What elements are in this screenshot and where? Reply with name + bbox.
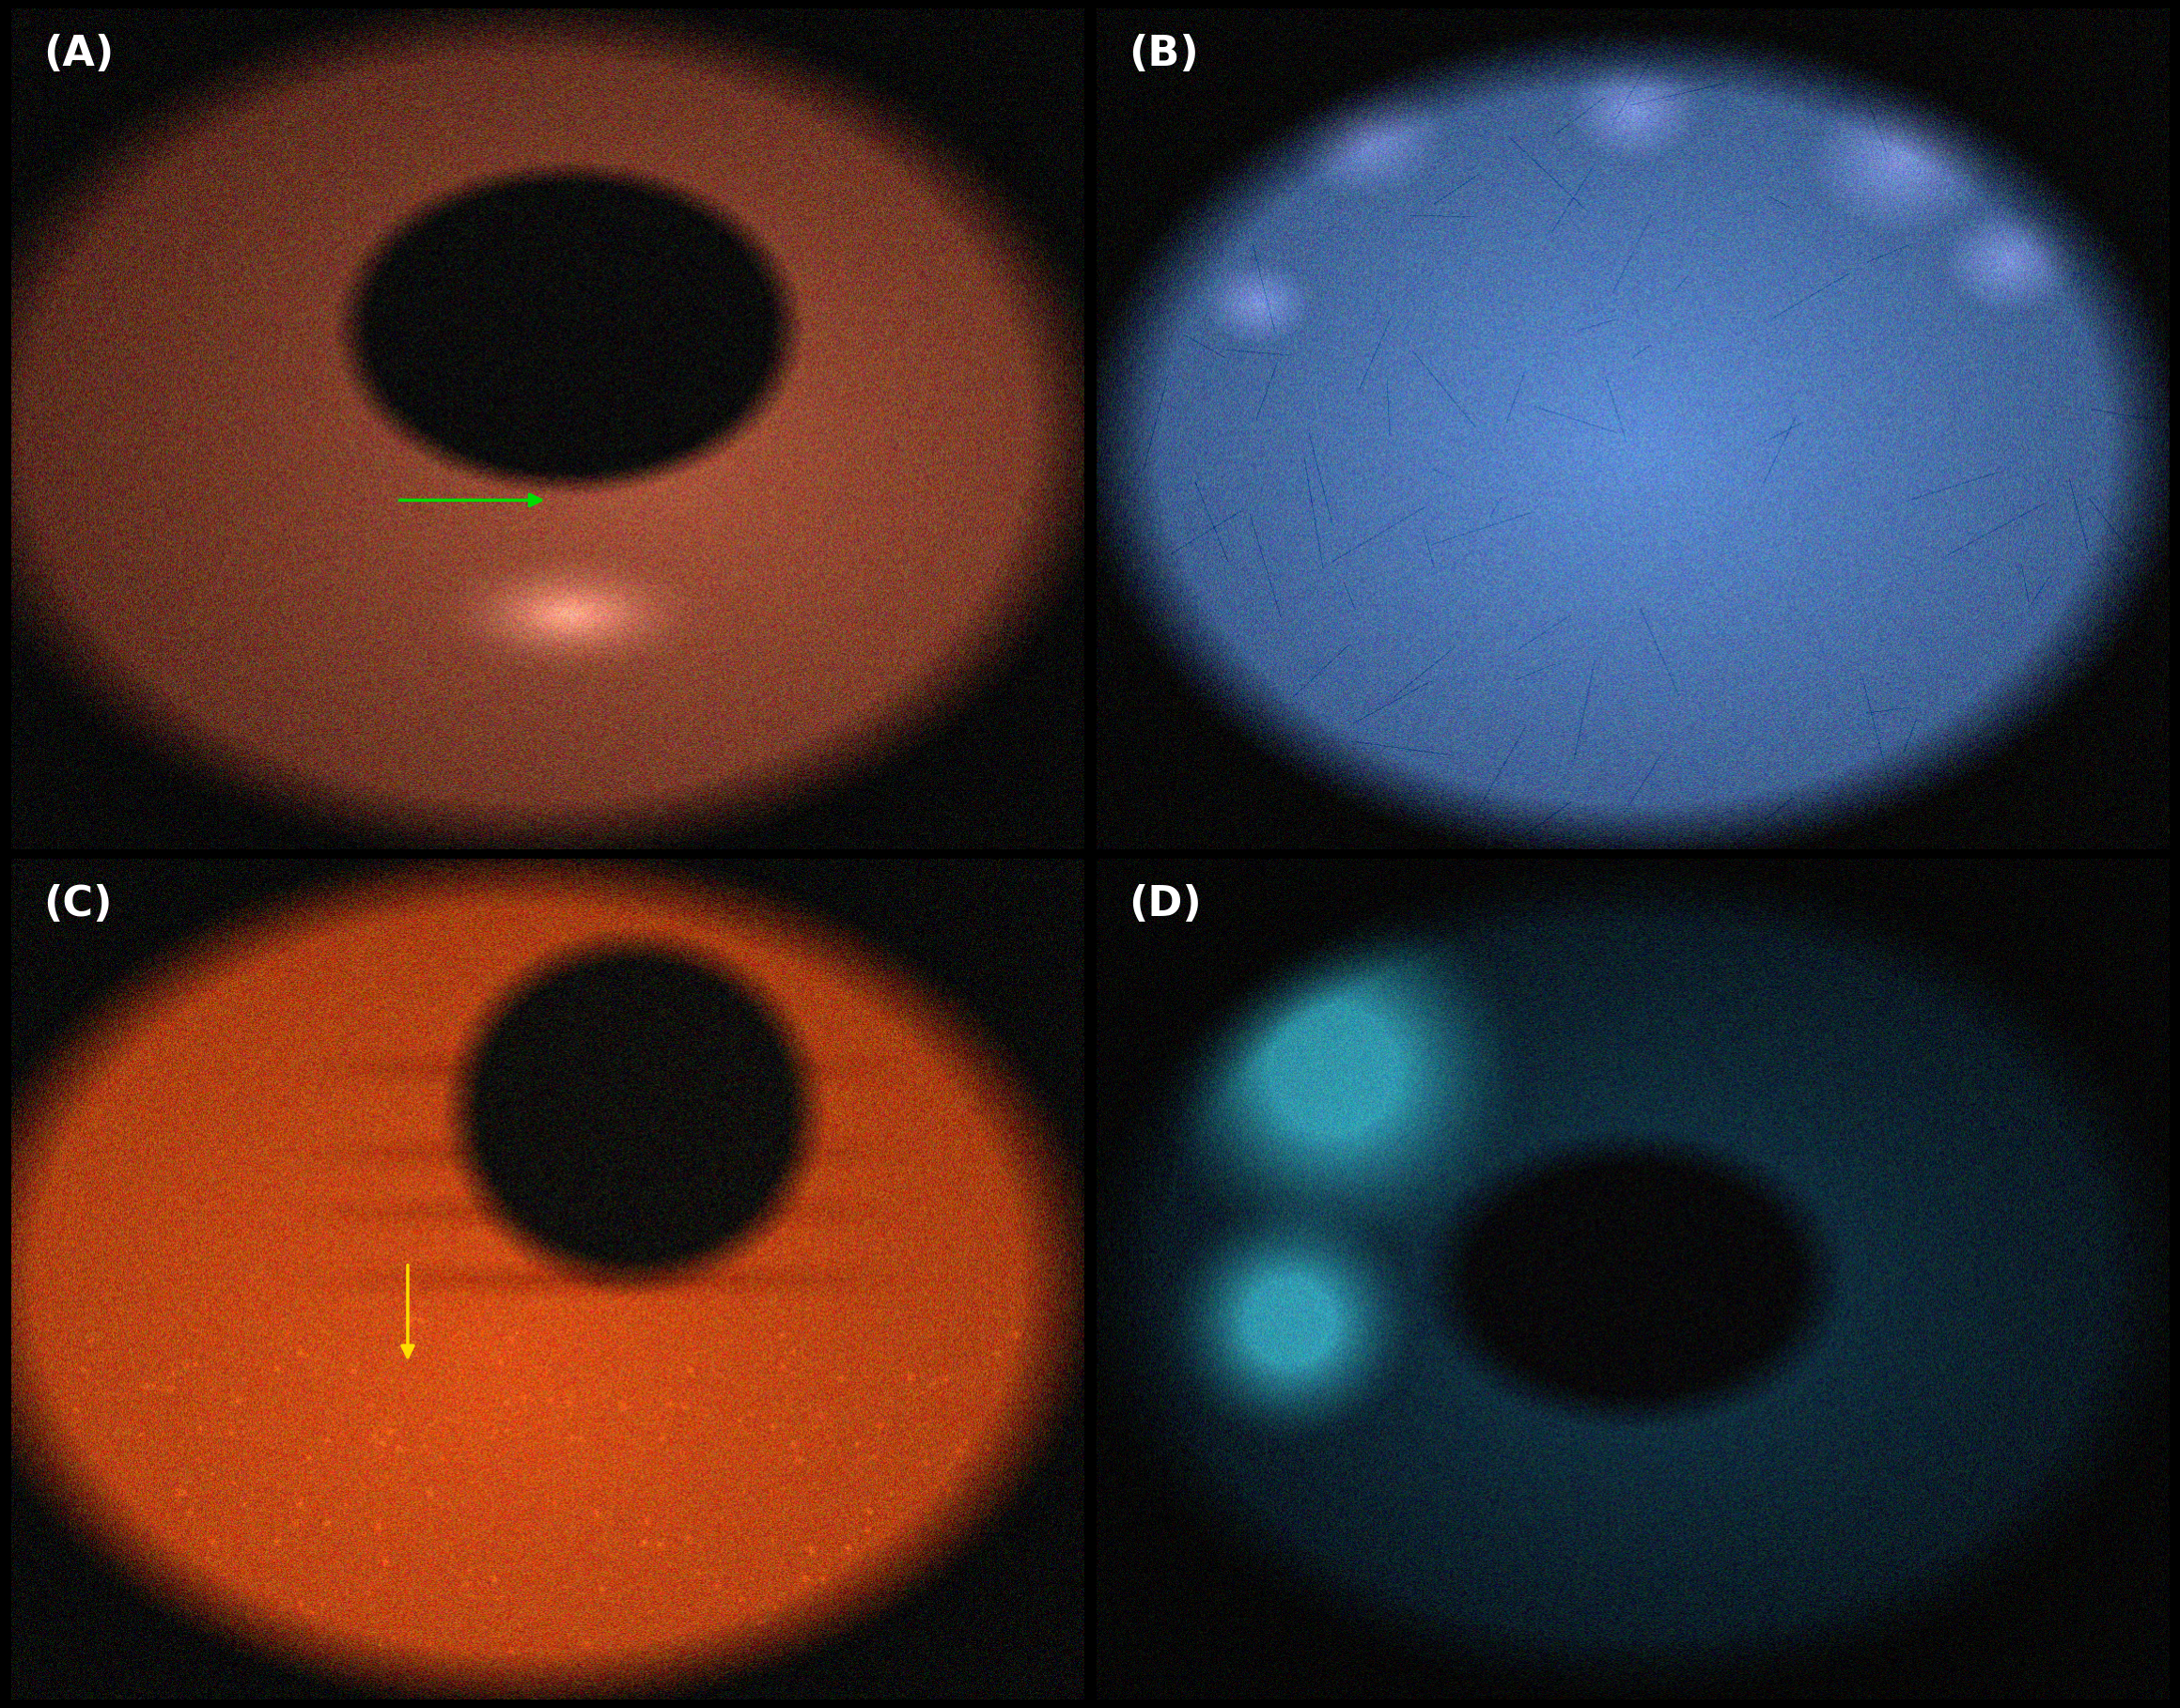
Text: (A): (A) [44, 34, 113, 73]
Text: (C): (C) [44, 885, 111, 924]
Text: (B): (B) [1129, 34, 1199, 73]
Text: (D): (D) [1129, 885, 1201, 924]
